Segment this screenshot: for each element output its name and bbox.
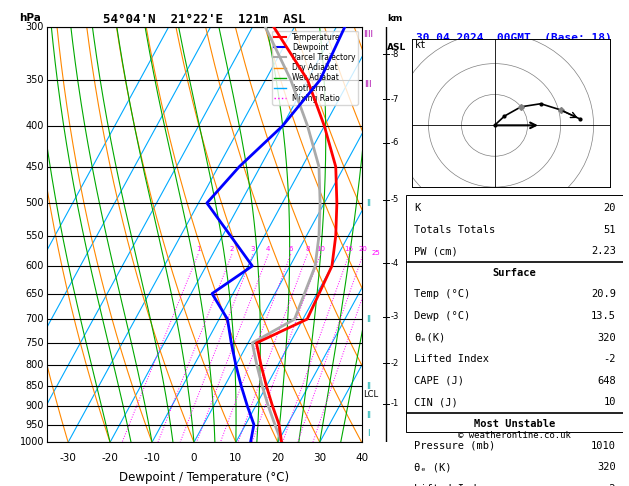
Text: I: I [367, 429, 369, 438]
Text: 16: 16 [345, 246, 353, 252]
Text: 51: 51 [604, 225, 616, 235]
Text: II: II [366, 314, 370, 324]
Text: 600: 600 [26, 261, 44, 271]
Text: θₑ (K): θₑ (K) [415, 462, 452, 472]
Text: Surface: Surface [493, 268, 536, 278]
Text: -5: -5 [390, 195, 399, 204]
Text: kt: kt [415, 40, 427, 50]
Text: 6: 6 [289, 246, 293, 252]
Text: 550: 550 [25, 231, 44, 241]
Text: Temp (°C): Temp (°C) [415, 290, 470, 299]
Text: IIII: IIII [364, 30, 373, 39]
Text: CAPE (J): CAPE (J) [415, 376, 464, 386]
Text: -4: -4 [390, 259, 399, 268]
Text: 8: 8 [305, 246, 309, 252]
Text: 648: 648 [598, 376, 616, 386]
Text: III: III [365, 80, 372, 89]
Text: 450: 450 [26, 162, 44, 172]
Text: 700: 700 [26, 314, 44, 324]
Text: 2.23: 2.23 [591, 246, 616, 256]
Text: 20.9: 20.9 [591, 290, 616, 299]
Text: -20: -20 [102, 452, 118, 463]
Text: 30: 30 [313, 452, 326, 463]
Text: -2: -2 [604, 484, 616, 486]
Text: © weatheronline.co.uk: © weatheronline.co.uk [458, 431, 571, 440]
Text: -7: -7 [390, 95, 399, 104]
Text: 950: 950 [26, 419, 44, 430]
Text: 20: 20 [359, 246, 367, 252]
Text: II: II [366, 382, 370, 391]
Text: 320: 320 [598, 462, 616, 472]
Text: ASL: ASL [387, 43, 406, 52]
Text: 1: 1 [196, 246, 201, 252]
Text: 2: 2 [230, 246, 234, 252]
Text: 30.04.2024  00GMT  (Base: 18): 30.04.2024 00GMT (Base: 18) [416, 33, 612, 43]
Text: -10: -10 [143, 452, 160, 463]
Text: 900: 900 [26, 401, 44, 411]
Text: 25: 25 [372, 250, 381, 257]
Text: hPa: hPa [19, 13, 41, 22]
Text: -6: -6 [390, 139, 399, 147]
Text: 1010: 1010 [591, 441, 616, 451]
Text: 4: 4 [266, 246, 270, 252]
Text: LCL: LCL [363, 390, 379, 399]
Text: 20: 20 [604, 203, 616, 213]
Text: 850: 850 [26, 381, 44, 391]
Title: 54°04'N  21°22'E  121m  ASL: 54°04'N 21°22'E 121m ASL [103, 13, 306, 26]
Text: -30: -30 [60, 452, 77, 463]
Text: -1: -1 [390, 399, 399, 408]
Text: 0: 0 [191, 452, 198, 463]
Text: 13.5: 13.5 [591, 311, 616, 321]
Text: CIN (J): CIN (J) [415, 398, 458, 407]
Text: 10: 10 [316, 246, 325, 252]
Text: Lifted Index: Lifted Index [415, 484, 489, 486]
Text: Dewpoint / Temperature (°C): Dewpoint / Temperature (°C) [120, 471, 289, 485]
Text: 10: 10 [604, 398, 616, 407]
Text: PW (cm): PW (cm) [415, 246, 458, 256]
Text: 500: 500 [26, 198, 44, 208]
Bar [406, 195, 623, 432]
Text: 40: 40 [355, 452, 368, 463]
Text: km: km [387, 14, 403, 22]
Text: 750: 750 [25, 338, 44, 348]
Text: II: II [366, 199, 370, 208]
Text: Lifted Index: Lifted Index [415, 354, 489, 364]
Text: -3: -3 [390, 312, 399, 321]
Legend: Temperature, Dewpoint, Parcel Trajectory, Dry Adiabat, Wet Adiabat, Isotherm, Mi: Temperature, Dewpoint, Parcel Trajectory… [272, 31, 358, 105]
Text: 800: 800 [26, 360, 44, 370]
Text: -8: -8 [390, 50, 399, 59]
Text: 3: 3 [250, 246, 255, 252]
Text: 1000: 1000 [19, 437, 44, 447]
Text: 20: 20 [271, 452, 284, 463]
Text: 350: 350 [26, 75, 44, 85]
Text: Most Unstable: Most Unstable [474, 419, 555, 429]
Text: 650: 650 [26, 289, 44, 298]
Text: -2: -2 [604, 354, 616, 364]
Text: Dewp (°C): Dewp (°C) [415, 311, 470, 321]
Text: 320: 320 [598, 332, 616, 343]
Text: II: II [366, 411, 370, 420]
Text: 300: 300 [26, 22, 44, 32]
Text: K: K [415, 203, 421, 213]
Text: Totals Totals: Totals Totals [415, 225, 496, 235]
Text: 400: 400 [26, 121, 44, 131]
Text: Pressure (mb): Pressure (mb) [415, 441, 496, 451]
Text: 10: 10 [230, 452, 242, 463]
Text: -2: -2 [390, 359, 399, 367]
Text: θₑ(K): θₑ(K) [415, 332, 445, 343]
